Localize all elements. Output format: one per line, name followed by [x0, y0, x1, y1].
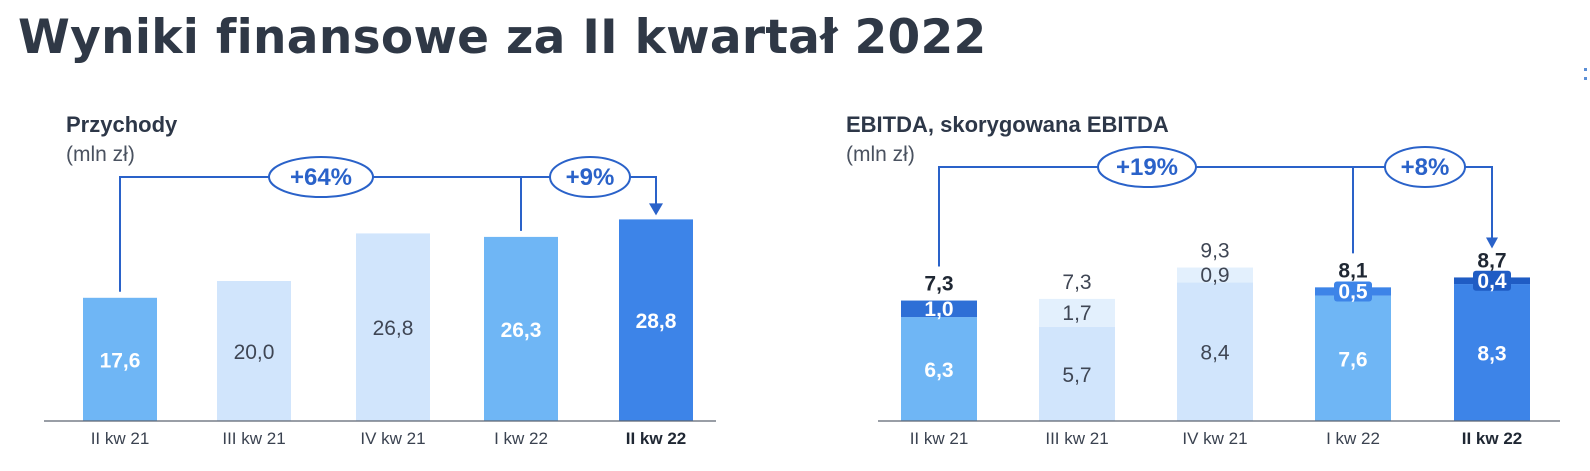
- chart2-total-label: 8,1: [1338, 259, 1368, 282]
- chart2-connector-line: [938, 166, 1493, 267]
- chart2-bar-top: [1177, 267, 1253, 283]
- chart2-base-value-label: 8,3: [1477, 343, 1506, 366]
- chart1-bar: [619, 219, 693, 421]
- chart1-value-label: 26,3: [501, 319, 542, 342]
- chart1-x-label: II kw 21: [91, 429, 150, 448]
- chart2-connectors: [938, 166, 1498, 267]
- chart1-x-label: IV kw 21: [360, 429, 425, 448]
- chart2-top-tag: [1473, 270, 1511, 291]
- chart1-bar: [83, 297, 157, 421]
- chart2-unit: (mln zł): [846, 143, 915, 166]
- chart1-value-label: 17,6: [100, 349, 141, 372]
- chart2-x-label: III kw 21: [1045, 429, 1108, 448]
- chart2-bar-top: [901, 300, 977, 318]
- chart1-growth-badge: [268, 156, 374, 198]
- chart2-base-value-label: 5,7: [1062, 364, 1091, 387]
- chart2-bar-base: [1454, 284, 1530, 421]
- chart2-total-label: 7,3: [1062, 271, 1091, 294]
- chart2-base-value-label: 6,3: [924, 359, 953, 382]
- edge-marker: [1584, 68, 1588, 86]
- chart2-top-tag: [1334, 281, 1372, 302]
- chart1-connector-line: [119, 176, 657, 292]
- chart1-growth-badge: [549, 156, 631, 198]
- chart2-top-value-label: 1,0: [924, 298, 953, 321]
- chart2-x-label: I kw 22: [1326, 429, 1380, 448]
- chart1-bar: [484, 236, 558, 421]
- chart2-top-value-label: 0,9: [1200, 264, 1229, 287]
- chart2-growth-badge: [1384, 146, 1466, 188]
- chart1-x-label: I kw 22: [494, 429, 548, 448]
- chart2-top-value-label: 0,4: [1477, 270, 1507, 293]
- chart1-x-label: III kw 21: [222, 429, 285, 448]
- chart1-bar: [217, 281, 291, 421]
- chart2-total-label: 9,3: [1200, 240, 1229, 263]
- chart2-bar-base: [1177, 282, 1253, 421]
- chart2-total-label: 8,7: [1477, 249, 1506, 272]
- chart2-bar-base: [901, 317, 977, 421]
- chart1-bar: [356, 233, 430, 421]
- chart1-growth-badge-label: +64%: [290, 164, 352, 191]
- chart1-arrow-icon: [649, 203, 663, 216]
- chart2-title: EBITDA, skorygowana EBITDA: [846, 112, 1169, 137]
- chart2-top-value-label: 0,5: [1338, 280, 1368, 303]
- chart2-top-value-label: 1,7: [1062, 302, 1091, 325]
- chart2-bar-top: [1039, 298, 1115, 327]
- chart2-base-value-label: 7,6: [1338, 348, 1367, 371]
- chart1-x-label: II kw 22: [626, 429, 686, 448]
- chart2-growth-badge-label: +8%: [1401, 154, 1450, 181]
- chart2-growth-badge: [1097, 146, 1197, 188]
- chart2-base-value-label: 8,4: [1200, 342, 1230, 365]
- chart2-total-label: 7,3: [924, 273, 953, 296]
- chart1-title: Przychody: [66, 112, 178, 137]
- chart1-connectors: [119, 176, 663, 292]
- chart1-growth-badge-label: +9%: [566, 164, 615, 191]
- chart1-value-label: 28,8: [636, 310, 677, 333]
- chart2-x-label: II kw 22: [1462, 429, 1522, 448]
- chart2-bar-base: [1315, 295, 1391, 421]
- chart1-value-label: 26,8: [373, 317, 414, 340]
- chart2-growth-badge-label: +19%: [1116, 154, 1178, 181]
- chart2-arrow-icon: [1486, 237, 1498, 249]
- chart2-x-label: IV kw 21: [1182, 429, 1247, 448]
- page-title: Wyniki finansowe za II kwartał 2022: [18, 10, 987, 65]
- chart2-x-label: II kw 21: [910, 429, 969, 448]
- chart1-unit: (mln zł): [66, 143, 135, 166]
- chart2-bar-base: [1039, 326, 1115, 421]
- chart1-value-label: 20,0: [234, 341, 275, 364]
